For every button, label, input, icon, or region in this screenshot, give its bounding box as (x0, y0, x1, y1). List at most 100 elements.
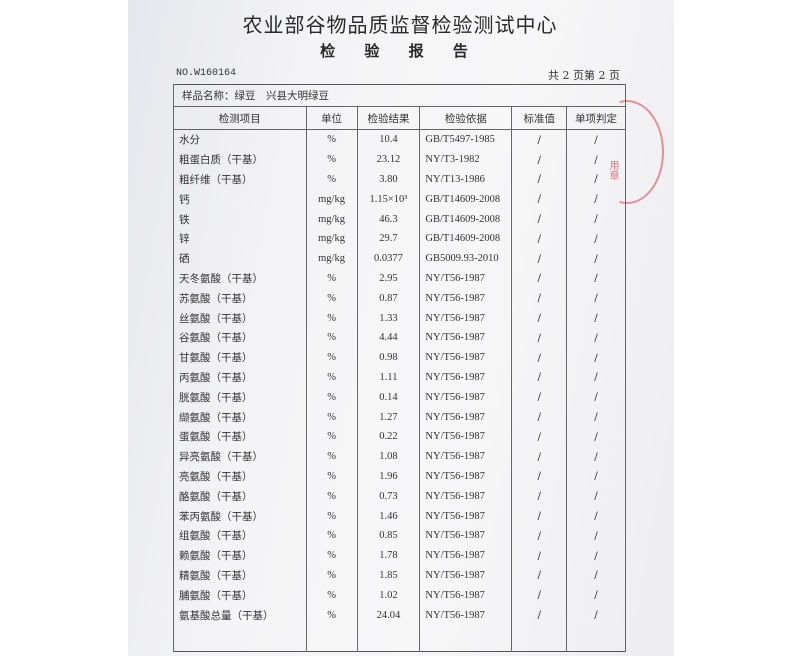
unit: mg/kg (305, 228, 358, 249)
table-row: 缬氨酸（干基）% 1.27 NY/T56-1987// (173, 407, 626, 427)
result: 1.46 (356, 506, 421, 526)
item-name: 甘氨酸（干基） (173, 347, 307, 368)
judgement: / (566, 466, 626, 487)
judgement: / (566, 605, 626, 625)
standard-value: / (511, 585, 568, 606)
item-name: 精氨酸（干基） (173, 565, 307, 586)
judgement: / (566, 327, 626, 348)
unit: mg/kg (305, 209, 358, 229)
standard-value: / (511, 189, 568, 210)
method: NY/T13-1986 (419, 169, 513, 190)
table-row: 水分% 10.4 GB/T5497-1985// (173, 129, 626, 150)
blank-row (173, 624, 626, 652)
result: 23.12 (356, 149, 421, 170)
sample-row: 样品名称：绿豆 兴县大明绿豆 (173, 84, 626, 107)
table-row: 丝氨酸（干基）% 1.33 NY/T56-1987// (173, 308, 626, 328)
unit: % (305, 169, 358, 190)
unit: % (305, 367, 358, 388)
result: 0.98 (356, 347, 421, 368)
table-row: 钙 mg/kg 1.15×10³ GB/T14609-2008// (173, 189, 626, 210)
blank-cell (566, 624, 626, 652)
judgement: / (566, 308, 626, 328)
item-name: 锌 (173, 228, 307, 249)
table-row: 亮氨酸（干基）% 1.96 NY/T56-1987// (173, 466, 626, 487)
results-table: 样品名称：绿豆 兴县大明绿豆 检测项目 单位 检验结果 检验依据 标准值 单项判… (173, 84, 626, 652)
judgement: / (566, 129, 626, 150)
result: 0.0377 (356, 248, 421, 269)
col-unit: 单位 (305, 106, 358, 130)
result: 1.02 (356, 585, 421, 606)
item-name: 亮氨酸（干基） (173, 466, 307, 487)
result: 1.11 (356, 367, 421, 388)
table-row: 粗纤维（干基）% 3.80 NY/T13-1986// (173, 169, 626, 190)
unit: mg/kg (305, 189, 358, 210)
judgement: / (566, 209, 626, 229)
blank-cell (511, 624, 568, 652)
sample-label: 样品名称： (182, 90, 235, 102)
table-row: 脯氨酸（干基）% 1.02 NY/T56-1987// (173, 585, 626, 606)
standard-value: / (511, 228, 568, 249)
standard-value: / (511, 288, 568, 309)
result: 10.4 (356, 129, 421, 150)
judgement: / (566, 268, 626, 289)
document-title: 农业部谷物品质监督检验测试中心 (242, 13, 558, 37)
standard-value: / (511, 407, 568, 427)
result: 46.3 (356, 209, 421, 229)
standard-value: / (511, 605, 568, 625)
sample-name: 绿豆 兴县大明绿豆 (234, 90, 330, 102)
item-name: 丙氨酸（干基） (173, 367, 307, 388)
judgement: / (566, 189, 626, 210)
item-name: 钙 (173, 189, 307, 210)
item-name: 粗蛋白质（干基） (173, 149, 307, 170)
judgement: / (566, 585, 626, 606)
col-judgement: 单项判定 (566, 106, 626, 130)
judgement: / (566, 506, 626, 526)
col-standard: 标准值 (511, 106, 568, 130)
unit: % (305, 506, 358, 526)
item-name: 赖氨酸（干基） (173, 545, 307, 566)
unit: mg/kg (305, 248, 358, 269)
standard-value: / (511, 129, 568, 150)
method: GB/T14609-2008 (419, 228, 513, 249)
table-row: 谷氨酸（干基）% 4.44 NY/T56-1987// (173, 327, 626, 348)
table-row: 精氨酸（干基）% 1.85 NY/T56-1987// (173, 565, 626, 586)
item-name: 组氨酸（干基） (173, 525, 307, 546)
judgement: / (566, 545, 626, 566)
item-name: 胱氨酸（干基） (173, 387, 307, 408)
result: 29.7 (356, 228, 421, 249)
unit: % (305, 268, 358, 289)
result: 0.87 (356, 288, 421, 309)
table-row: 甘氨酸（干基）% 0.98 NY/T56-1987// (173, 347, 626, 368)
item-name: 谷氨酸（干基） (173, 327, 307, 348)
standard-value: / (511, 169, 568, 190)
judgement: / (566, 248, 626, 269)
table-row: 丙氨酸（干基）% 1.11 NY/T56-1987// (173, 367, 626, 388)
method: GB/T14609-2008 (419, 189, 513, 210)
stamp-text: 用章 (607, 160, 618, 180)
method: GB5009.93-2010 (419, 248, 513, 269)
standard-value: / (511, 248, 568, 269)
result: 1.27 (356, 407, 421, 427)
method: NY/T56-1987 (419, 426, 513, 447)
result: 1.33 (356, 308, 421, 328)
result: 2.95 (356, 268, 421, 289)
unit: % (305, 486, 358, 507)
standard-value: / (511, 506, 568, 526)
blank-cell (305, 624, 358, 652)
standard-value: / (511, 209, 568, 229)
table-row: 天冬氨酸（干基）% 2.95 NY/T56-1987// (173, 268, 626, 289)
item-name: 硒 (173, 248, 307, 269)
method: GB/T14609-2008 (419, 209, 513, 229)
blank-cell (173, 624, 307, 652)
standard-value: / (511, 565, 568, 586)
standard-value: / (511, 446, 568, 467)
method: NY/T56-1987 (419, 308, 513, 328)
standard-value: / (511, 149, 568, 170)
method: NY/T56-1987 (419, 268, 513, 289)
result: 4.44 (356, 327, 421, 348)
table-row: 锌 mg/kg 29.7 GB/T14609-2008// (173, 228, 626, 249)
unit: % (305, 129, 358, 150)
item-name: 异亮氨酸（干基） (173, 446, 307, 467)
page-count: 共 2 页第 2 页 (548, 69, 620, 82)
table-row: 粗蛋白质（干基）% 23.12 NY/T3-1982// (173, 149, 626, 170)
